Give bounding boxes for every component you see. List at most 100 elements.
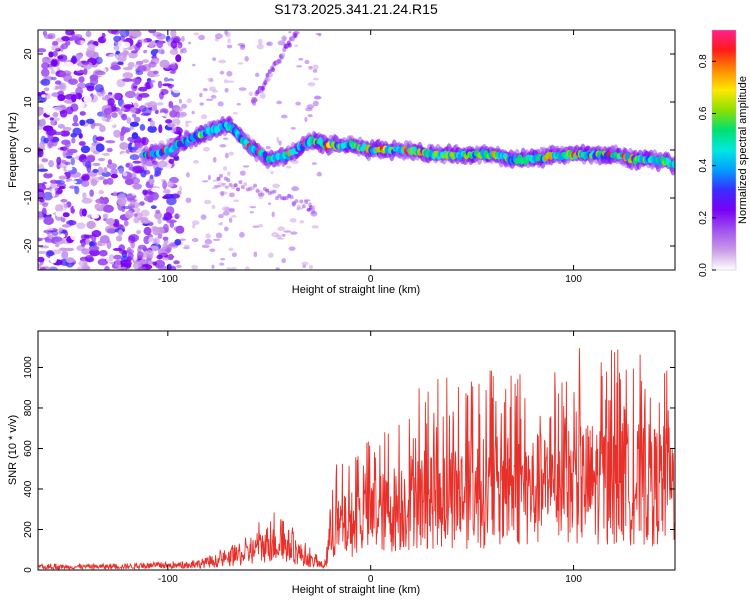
spectrogram-branch-cell: [299, 199, 304, 204]
spectrogram-noise-cell: [159, 59, 170, 69]
spectrogram-noise-cell: [56, 183, 67, 188]
spectrogram-noise-cell: [186, 98, 192, 104]
spectrogram-noise-cell: [44, 148, 53, 156]
spectrogram-noise-cell: [211, 204, 216, 210]
spectrogram-noise-cell: [276, 100, 283, 105]
colorbar-tick-label: 0.8: [698, 54, 709, 68]
spectrogram-noise-cell: [80, 145, 91, 154]
spectrogram-noise-cell: [257, 223, 264, 228]
spectrogram-noise-cell: [139, 258, 148, 265]
spectrogram-noise-cell: [133, 216, 140, 224]
spectrogram-noise-cell: [121, 126, 127, 135]
spectrogram-noise-cell: [63, 61, 74, 68]
spectrogram-noise-cell: [81, 61, 90, 65]
spectrogram-noise-cell: [101, 112, 106, 122]
spectrogram-branch-cell: [221, 182, 226, 187]
spectrogram-noise-cell: [61, 159, 67, 164]
spectrogram-noise-cell: [238, 231, 245, 238]
spectrogram-noise-cell: [143, 226, 152, 236]
spectrogram-noise-cell: [145, 249, 154, 259]
spectrogram-noise-cell: [84, 255, 94, 263]
spectrogram-noise-cell: [131, 113, 137, 118]
spectrogram-branch-cell: [265, 72, 270, 78]
spectrogram-noise-cell: [186, 172, 190, 178]
spectrogram-noise-cell: [140, 219, 151, 224]
spectrogram-noise-cell: [102, 179, 109, 185]
spectrogram-noise-cell: [239, 170, 246, 176]
spectrogram-noise-cell: [256, 43, 264, 50]
spectrogram-branch-cell: [294, 199, 299, 204]
spectrogram-noise-cell: [212, 57, 217, 62]
snr-y-tick-label: 600: [23, 440, 34, 457]
spectrogram-noise-cell: [223, 226, 229, 232]
spectrogram-noise-cell: [94, 203, 102, 210]
spectrogram-noise-cell: [65, 151, 74, 156]
spectrogram-noise-cell: [79, 111, 86, 116]
snr-x-tick-label: 100: [565, 574, 582, 585]
spectrogram-noise-cell: [113, 191, 118, 197]
spectrogram-noise-cell: [63, 145, 70, 151]
spectrogram-branch-cell: [268, 72, 273, 78]
spectrogram-noise-cell: [56, 104, 67, 111]
spectrogram-x-label: Height of straight line (km): [292, 284, 420, 296]
spectrogram-noise-cell: [306, 104, 315, 109]
spectrogram-noise-cell: [51, 188, 56, 197]
snr-x-tick-label: 0: [368, 574, 374, 585]
spectrogram-noise-cell: [157, 80, 163, 89]
spectrogram-noise-cell: [131, 50, 139, 54]
spectrogram-noise-cell: [280, 114, 288, 119]
spectrogram-noise-cell: [211, 264, 215, 269]
spectrogram-noise-cell: [185, 122, 189, 128]
spectrogram-noise-cell: [208, 86, 216, 92]
spectrogram-noise-cell: [308, 65, 313, 70]
spectrogram-noise-cell: [60, 217, 66, 223]
spectrogram-noise-cell: [160, 202, 168, 208]
spectrogram-noise-cell: [172, 156, 180, 162]
spectrogram-noise-cell: [38, 107, 44, 116]
spectrogram-noise-cell: [226, 267, 232, 270]
spectrogram-noise-cell: [213, 184, 222, 188]
spectrogram-noise-cell: [73, 34, 83, 39]
spectrogram-noise-cell: [62, 149, 68, 158]
spectrogram-noise-cell: [173, 226, 181, 232]
spectrogram-noise-cell: [174, 106, 183, 113]
spectrogram-noise-cell: [121, 78, 133, 82]
spectrogram-noise-cell: [147, 260, 154, 265]
spectrogram-noise-cell: [45, 210, 51, 216]
spectrogram-noise-cell: [176, 112, 185, 119]
spectrogram-noise-cell: [48, 141, 54, 149]
spectrogram-noise-cell: [95, 56, 103, 65]
spectrogram-noise-cell: [99, 235, 110, 244]
spectrogram-noise-cell: [99, 125, 106, 133]
spectrogram-plot: [38, 30, 675, 270]
spectrogram-noise-cell: [55, 243, 60, 248]
spectrogram-noise-cell: [167, 180, 174, 188]
spectrogram-noise-cell: [286, 165, 292, 169]
spectrogram-noise-cell: [103, 167, 108, 174]
spectrogram-noise-cell: [224, 87, 229, 93]
snr-y-tick-label: 0: [23, 567, 34, 573]
spectrogram-noise-cell: [51, 44, 60, 51]
spectrogram-noise-cell: [48, 183, 59, 193]
colorbar-tick-label: 0.4: [698, 158, 709, 172]
spectrogram-noise-cell: [59, 109, 68, 118]
spectrogram-noise-cell: [157, 218, 162, 225]
colorbar-tick-label: 0.6: [698, 106, 709, 120]
spectrogram-noise-cell: [52, 50, 58, 57]
spectrogram-noise-cell: [249, 206, 257, 209]
spectrogram-noise-cell: [289, 218, 297, 223]
spectrogram-noise-cell: [290, 127, 296, 130]
spectrogram-noise-cell: [92, 168, 99, 173]
spectrogram-noise-cell: [61, 224, 72, 228]
spectrogram-noise-cell: [143, 235, 150, 245]
spectrogram-noise-cell: [201, 244, 210, 249]
spectrogram-noise-cell: [130, 30, 142, 38]
spectrogram-noise-cell: [120, 259, 132, 268]
spectrogram-noise-cell: [245, 266, 250, 270]
spectrogram-noise-cell: [226, 44, 233, 49]
spectrogram-noise-cell: [151, 187, 161, 193]
spectrogram-noise-cell: [132, 225, 143, 231]
spectrogram-noise-cell: [228, 217, 233, 223]
spectrogram-noise-cell: [191, 238, 199, 243]
